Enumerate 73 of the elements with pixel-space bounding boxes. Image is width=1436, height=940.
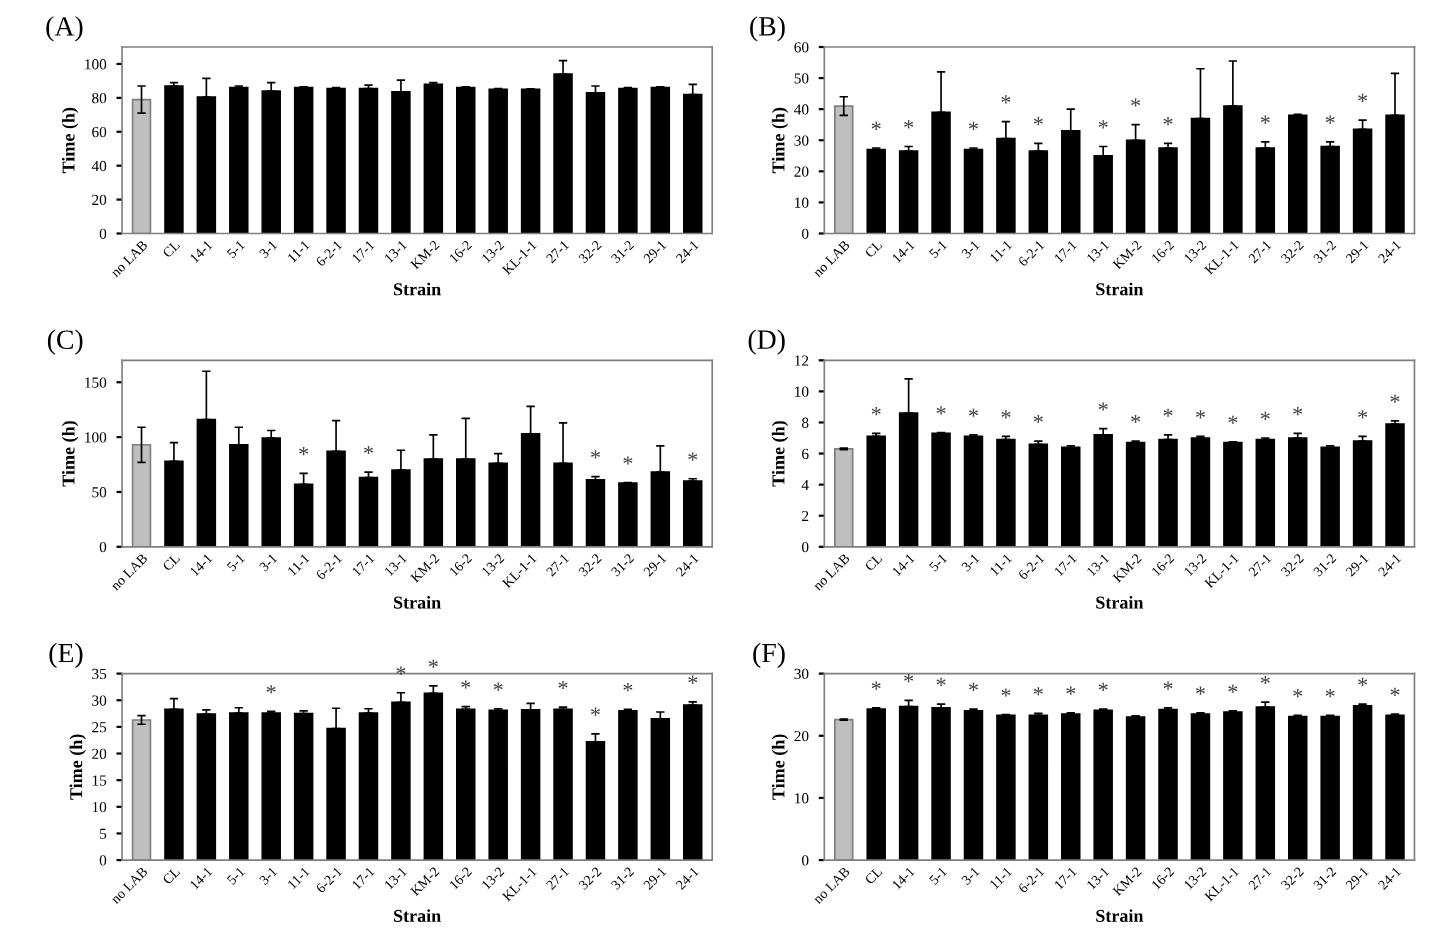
y-axis-title: Time (h) [69, 734, 86, 800]
annotation: * [1260, 675, 1270, 685]
annotation: * [936, 406, 946, 415]
annotation: * [1131, 98, 1141, 107]
annotation: * [904, 120, 914, 129]
annotation: * [461, 680, 471, 689]
annotation: * [1098, 120, 1108, 129]
annotation: * [1195, 686, 1205, 695]
annotation: * [1001, 410, 1011, 419]
annotation: * [428, 659, 438, 668]
annotation: * [1033, 414, 1043, 424]
annotation: * [969, 408, 978, 417]
annotation: * [1358, 677, 1368, 686]
annotation: * [904, 674, 914, 683]
x-axis-title: Strain [1096, 909, 1144, 922]
annotation: * [969, 121, 978, 130]
annotation: * [688, 675, 698, 684]
annotation: * [871, 121, 881, 130]
annotation: * [591, 450, 600, 459]
annotation: * [1033, 687, 1043, 696]
y-axis-title: Time (h) [61, 107, 79, 174]
annotation: * [1390, 394, 1400, 403]
x-axis-title: Strain [1096, 282, 1144, 296]
x-axis-title: Strain [394, 595, 441, 609]
x-axis-title: Strain [1096, 595, 1144, 609]
annotation: * [1293, 407, 1303, 416]
chart-title: (B) [750, 16, 785, 42]
chart-title: (A) [46, 16, 83, 42]
chart-title: (D) [748, 329, 785, 355]
annotation: * [558, 680, 568, 690]
chart-title: (E) [49, 642, 83, 669]
x-axis-title: Strain [394, 282, 441, 296]
annotation: * [871, 407, 881, 416]
annotation: * [1325, 689, 1335, 698]
annotation: * [266, 685, 276, 694]
annotation: * [1228, 415, 1238, 424]
annotation: * [1163, 408, 1173, 417]
annotation: * [1131, 414, 1141, 424]
y-axis-title: Time (h) [771, 421, 789, 487]
annotation: * [1098, 682, 1108, 691]
chart-title: (C) [47, 329, 83, 355]
annotation: * [1358, 93, 1368, 102]
annotation: * [591, 707, 600, 716]
annotation: * [1163, 681, 1173, 690]
annotation: * [871, 681, 881, 690]
y-axis-title: Time (h) [771, 734, 789, 800]
annotation: * [1260, 115, 1270, 124]
annotation: * [1228, 684, 1238, 693]
annotation: * [493, 682, 503, 691]
chart-title: (F) [753, 642, 785, 669]
annotation: * [1293, 689, 1303, 698]
annotation: * [1001, 95, 1011, 104]
annotation: * [396, 666, 406, 675]
annotation: * [969, 682, 978, 691]
annotation: * [936, 677, 946, 686]
annotation: * [623, 683, 633, 692]
annotation: * [1358, 410, 1368, 419]
annotation: * [1195, 410, 1205, 419]
x-axis-title: Strain [394, 909, 441, 922]
annotation: * [1098, 402, 1108, 411]
annotation: * [1260, 411, 1270, 420]
annotation: * [1001, 688, 1011, 697]
annotation: * [299, 447, 309, 456]
annotation: * [1066, 686, 1076, 695]
annotation: * [688, 452, 698, 461]
y-axis-title: Time (h) [771, 107, 789, 174]
annotation: * [1325, 115, 1335, 124]
annotation: * [1033, 117, 1043, 126]
annotation: * [1163, 117, 1173, 126]
annotation: * [623, 456, 633, 465]
annotation: * [364, 445, 373, 455]
y-axis-title: Time (h) [61, 421, 79, 487]
annotation: * [1390, 687, 1400, 696]
